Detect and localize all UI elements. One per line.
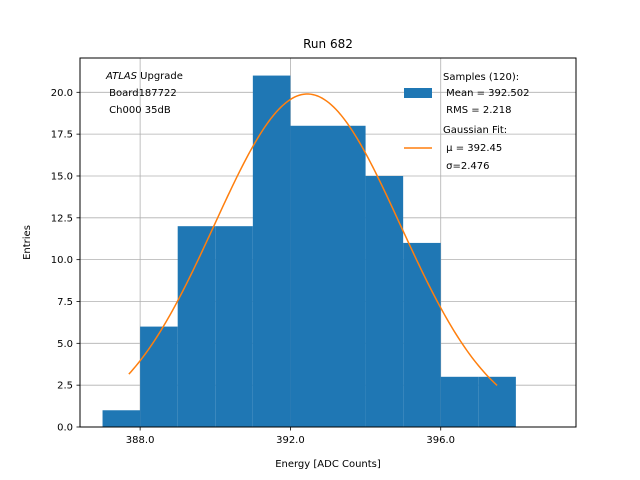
histogram-bar — [177, 226, 216, 427]
fit-curve-group — [128, 93, 498, 386]
legend-samples-rms: RMS = 2.218 — [443, 105, 511, 116]
atlas-annotation: ATLAS Upgrade Board187722 Ch000 35dB — [105, 71, 183, 116]
annotation-atlas-italic: ATLAS — [105, 71, 138, 82]
y-tick-label: 17.5 — [51, 130, 73, 141]
x-tick-label: 388.0 — [126, 435, 155, 446]
histogram-bar — [403, 242, 441, 427]
x-tick-label: 392.0 — [276, 435, 305, 446]
annotation-channel: Ch000 35dB — [106, 105, 171, 116]
legend: Samples (120): Mean = 392.502 RMS = 2.21… — [404, 72, 530, 172]
histogram-bar — [290, 125, 328, 427]
histogram-bar — [215, 226, 253, 427]
histogram-bar — [102, 410, 141, 427]
histogram-bars — [102, 75, 516, 428]
legend-fit-mu: μ = 392.45 — [443, 143, 502, 154]
y-tick-label: 7.5 — [57, 297, 73, 308]
y-tick-label: 10.0 — [51, 255, 73, 266]
y-tick-label: 20.0 — [51, 88, 73, 99]
axis-ticks: 388.0 392.0 396.0 0.0 2.5 5.0 7.5 10.0 12.5 15.0 1… — [51, 88, 455, 446]
y-axis-label: Entries — [22, 225, 33, 260]
plot-frame — [79, 57, 577, 428]
y-tick-label: 12.5 — [51, 213, 73, 224]
y-tick-label: 5.0 — [57, 339, 73, 350]
gaussian-fit-curve — [128, 93, 498, 386]
legend-samples-title: Samples (120): — [443, 72, 519, 83]
x-axis-label: Energy [ADC Counts] — [275, 459, 381, 470]
histogram-bar — [328, 125, 366, 427]
chart-title: Run 682 — [303, 37, 353, 51]
legend-fit-sigma: σ=2.476 — [443, 161, 490, 172]
annotation-board: Board187722 — [106, 88, 177, 99]
x-tick-label: 396.0 — [426, 435, 455, 446]
y-tick-label: 0.0 — [57, 423, 73, 434]
histogram-bar — [440, 376, 479, 427]
annotation-line-atlas: ATLAS Upgrade — [105, 71, 183, 82]
y-tick-label: 2.5 — [57, 381, 73, 392]
histogram-bar — [140, 326, 178, 427]
y-tick-label: 15.0 — [51, 171, 73, 182]
legend-samples-swatch — [404, 88, 432, 98]
histogram-bar — [252, 75, 291, 428]
legend-fit-title: Gaussian Fit: — [443, 125, 507, 136]
histogram-bar — [365, 175, 404, 427]
histogram-bar — [478, 376, 516, 427]
annotation-upgrade: Upgrade — [137, 71, 183, 82]
legend-samples-mean: Mean = 392.502 — [443, 88, 530, 99]
